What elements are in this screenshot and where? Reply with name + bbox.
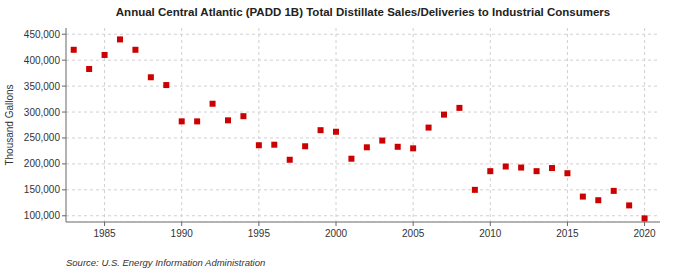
point bbox=[426, 125, 432, 131]
y-tick bbox=[62, 215, 66, 216]
point bbox=[102, 52, 108, 58]
point bbox=[71, 47, 77, 53]
y-grid-line bbox=[66, 215, 660, 216]
point bbox=[86, 66, 92, 72]
point bbox=[379, 138, 385, 144]
x-grid-line bbox=[644, 28, 645, 222]
point bbox=[456, 105, 462, 111]
axes: 1985 1990 1995 2000 2005 2010 2015 2020 100,000 1… bbox=[24, 28, 660, 239]
x-tick bbox=[567, 222, 568, 226]
x-tick bbox=[181, 222, 182, 226]
y-tick bbox=[62, 86, 66, 87]
point bbox=[564, 170, 570, 176]
chart: Annual Central Atlantic (PADD 1B) Total … bbox=[0, 0, 675, 275]
title: Annual Central Atlantic (PADD 1B) Total … bbox=[116, 6, 610, 18]
x-tick bbox=[336, 222, 337, 226]
point bbox=[194, 118, 200, 124]
point bbox=[611, 188, 617, 194]
x-grid-line bbox=[567, 28, 568, 222]
y-axis-label: Thousand Gallons bbox=[4, 84, 15, 165]
y-tick-label: 300,000 bbox=[24, 107, 61, 118]
point bbox=[595, 197, 601, 203]
y-tick-label: 100,000 bbox=[24, 210, 61, 221]
x-axis-line bbox=[66, 222, 660, 223]
x-tick bbox=[258, 222, 259, 226]
point bbox=[580, 194, 586, 200]
point bbox=[302, 143, 308, 149]
point bbox=[503, 163, 509, 169]
point bbox=[179, 118, 185, 124]
y-tick-label: 250,000 bbox=[24, 132, 61, 143]
y-axis-line bbox=[66, 28, 67, 222]
point bbox=[395, 144, 401, 150]
source: Source: U.S. Energy Information Administ… bbox=[66, 257, 265, 268]
point bbox=[333, 129, 339, 135]
y-tick-label: 150,000 bbox=[24, 184, 61, 195]
point bbox=[210, 101, 216, 107]
y-tick bbox=[62, 163, 66, 164]
x-grid-line bbox=[413, 28, 414, 222]
point bbox=[148, 74, 154, 80]
point bbox=[472, 187, 478, 193]
y-grid-line bbox=[66, 137, 660, 138]
y-tick-label: 200,000 bbox=[24, 158, 61, 169]
x-tick bbox=[644, 222, 645, 226]
point bbox=[225, 117, 231, 123]
y-tick bbox=[62, 34, 66, 35]
point bbox=[271, 142, 277, 148]
point bbox=[117, 36, 123, 42]
y-tick bbox=[62, 137, 66, 138]
y-grid-line bbox=[66, 86, 660, 87]
x-grid-line bbox=[490, 28, 491, 222]
x-tick-label: 1995 bbox=[248, 228, 271, 239]
point bbox=[348, 156, 354, 162]
point bbox=[626, 202, 632, 208]
point bbox=[441, 112, 447, 118]
point bbox=[518, 165, 524, 171]
y-grid-line bbox=[66, 189, 660, 190]
x-tick bbox=[413, 222, 414, 226]
y-tick-label: 450,000 bbox=[24, 29, 61, 40]
y-tick-label: 400,000 bbox=[24, 55, 61, 66]
x-tick-label: 2020 bbox=[633, 228, 656, 239]
x-tick-label: 2005 bbox=[402, 228, 425, 239]
x-tick-label: 2010 bbox=[479, 228, 502, 239]
point bbox=[256, 142, 262, 148]
points bbox=[71, 36, 648, 221]
y-tick bbox=[62, 189, 66, 190]
point bbox=[163, 82, 169, 88]
point bbox=[132, 47, 138, 53]
x-grid-line bbox=[258, 28, 259, 222]
point bbox=[549, 165, 555, 171]
y-tick-label: 350,000 bbox=[24, 81, 61, 92]
y-tick bbox=[62, 112, 66, 113]
point bbox=[240, 113, 246, 119]
y-grid-line bbox=[66, 34, 660, 35]
x-grid-line bbox=[336, 28, 337, 222]
y-grid-line bbox=[66, 112, 660, 113]
point bbox=[534, 168, 540, 174]
y-grid-line bbox=[66, 163, 660, 164]
x-grid-line bbox=[181, 28, 182, 222]
x-tick-label: 2000 bbox=[325, 228, 348, 239]
point bbox=[287, 157, 293, 163]
point bbox=[487, 168, 493, 174]
point bbox=[642, 215, 648, 221]
x-tick-label: 1985 bbox=[93, 228, 116, 239]
point bbox=[364, 144, 370, 150]
y-tick bbox=[62, 60, 66, 61]
grid bbox=[66, 28, 660, 222]
point bbox=[318, 127, 324, 133]
y-grid-line bbox=[66, 60, 660, 61]
x-tick-label: 1990 bbox=[171, 228, 194, 239]
point bbox=[410, 145, 416, 151]
x-tick-label: 2015 bbox=[556, 228, 579, 239]
x-tick bbox=[490, 222, 491, 226]
x-tick bbox=[104, 222, 105, 226]
